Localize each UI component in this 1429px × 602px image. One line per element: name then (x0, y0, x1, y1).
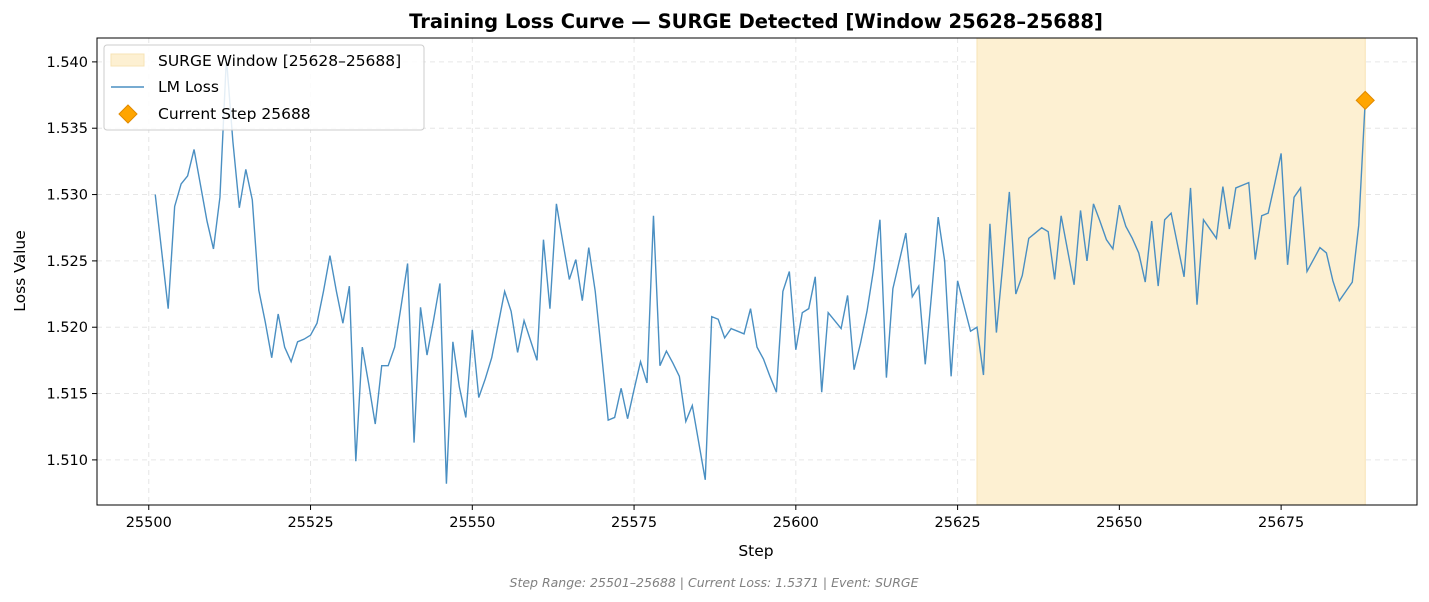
y-axis-ticks: 1.510 1.515 1.520 1.525 1.530 1.535 1.540 (46, 55, 97, 469)
x-tick-label: 25525 (287, 515, 333, 531)
x-axis-ticks: 25500 25525 25550 25575 25600 25625 25650 25675 (126, 505, 1304, 531)
y-tick-label: 1.520 (46, 320, 88, 336)
x-tick-label: 25550 (449, 515, 495, 531)
y-tick-label: 1.510 (46, 453, 88, 469)
y-tick-label: 1.525 (46, 254, 88, 270)
x-tick-label: 25600 (773, 515, 819, 531)
legend: SURGE Window [25628–25688] LM Loss Curre… (103, 44, 425, 131)
y-axis-label: Loss Value (11, 230, 29, 312)
plot-frame (96, 37, 1418, 506)
x-tick-label: 25575 (611, 515, 657, 531)
y-tick-label: 1.535 (46, 121, 88, 137)
lm-loss-line (154, 57, 1366, 484)
x-tick-label: 25675 (1258, 515, 1304, 531)
x-tick-label: 25500 (126, 515, 172, 531)
y-tick-label: 1.530 (46, 188, 88, 204)
footer-note: Step Range: 25501–25688 | Current Loss: … (510, 575, 919, 590)
legend-marker-swatch (118, 104, 138, 124)
lm-loss-series (154, 57, 1366, 484)
chart-title: Training Loss Curve — SURGE Detected [Wi… (409, 10, 1103, 33)
legend-current-label: Current Step 25688 (158, 105, 311, 123)
legend-window-label: SURGE Window [25628–25688] (158, 52, 401, 70)
surge-window-band (976, 37, 1366, 506)
x-tick-label: 25625 (935, 515, 981, 531)
legend-window-swatch (110, 53, 145, 67)
x-tick-label: 25650 (1096, 515, 1142, 531)
legend-line-label: LM Loss (158, 78, 219, 96)
y-tick-label: 1.540 (46, 55, 88, 71)
x-axis-label: Step (738, 542, 773, 560)
current-step-marker (1355, 90, 1375, 111)
legend-box (103, 44, 425, 131)
y-tick-label: 1.515 (46, 387, 88, 403)
